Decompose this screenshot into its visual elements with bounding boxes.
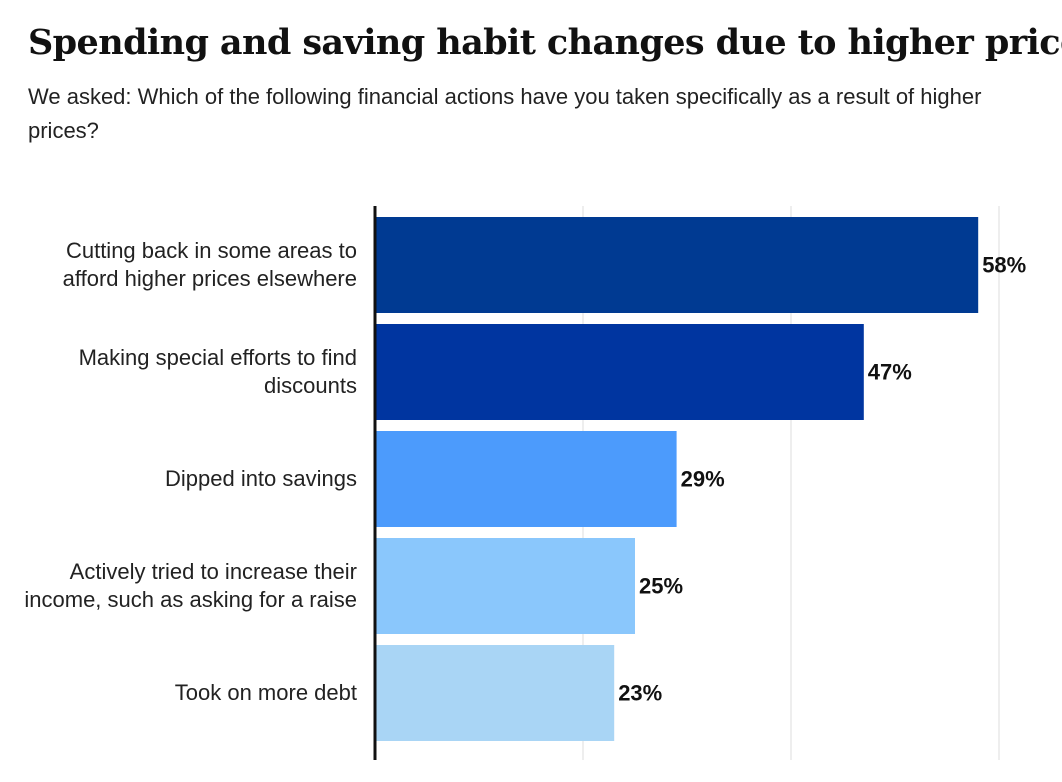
data-label: 58% bbox=[982, 253, 1026, 278]
category-label: Actively tried to increase their income,… bbox=[24, 559, 357, 612]
bar bbox=[375, 324, 864, 420]
data-label: 23% bbox=[618, 681, 662, 706]
category-label: Cutting back in some areas to afford hig… bbox=[62, 238, 357, 291]
data-label: 47% bbox=[868, 360, 912, 385]
bar bbox=[375, 538, 635, 634]
category-label: Dipped into savings bbox=[164, 466, 357, 491]
category-label: Making special efforts to find discounts bbox=[78, 345, 357, 398]
bar bbox=[375, 645, 615, 741]
chart-title: Spending and saving habit changes due to… bbox=[28, 22, 1062, 63]
bar bbox=[375, 217, 979, 313]
bar bbox=[375, 431, 677, 527]
chart-subtitle: We asked: Which of the following financi… bbox=[28, 84, 982, 143]
category-label: Took on more debt bbox=[174, 680, 357, 705]
data-label: 25% bbox=[639, 574, 683, 599]
data-label: 29% bbox=[681, 467, 725, 492]
